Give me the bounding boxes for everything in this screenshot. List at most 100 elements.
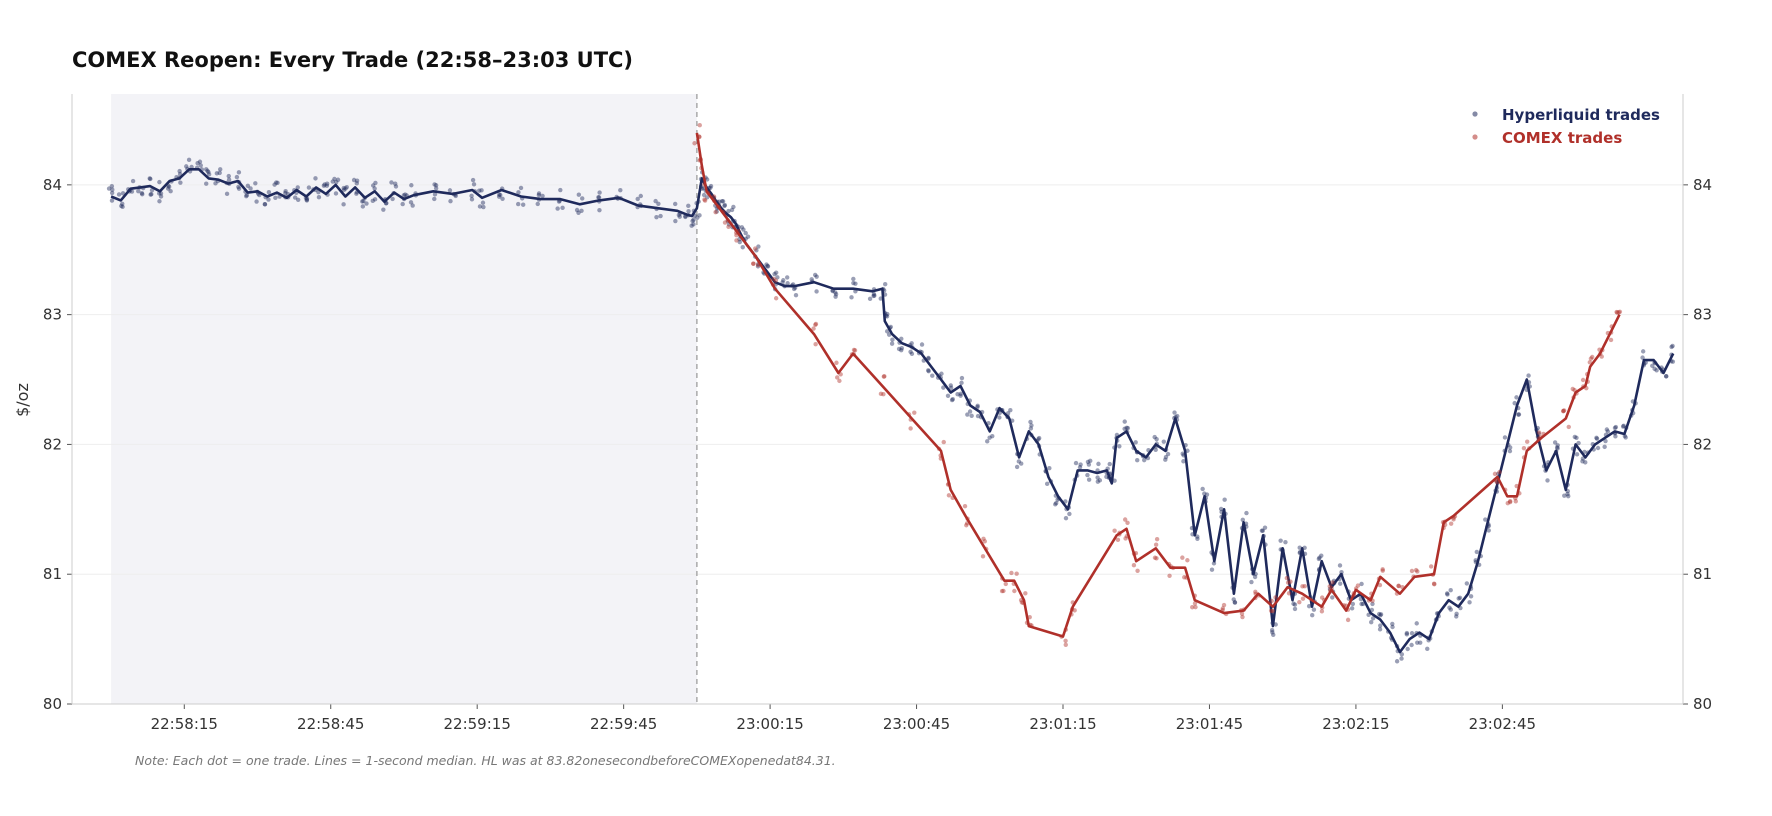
trade-dot [1209,567,1215,572]
trade-dot [147,176,152,181]
trade-dot [618,187,623,193]
trade-dot [1330,595,1335,600]
trade-dot [720,199,726,204]
trade-dot [195,160,200,166]
trade-dot [890,337,895,342]
trade-dot [558,187,563,193]
trade-dot [1516,412,1522,417]
x-tick-label: 23:00:15 [736,715,803,733]
trade-dot [1378,613,1383,618]
trade-dot [1474,549,1480,555]
trade-dot [184,164,189,169]
trade-dot [1448,521,1454,526]
trade-dot [574,207,580,213]
x-tick-label: 22:58:15 [151,715,218,733]
trade-dot [949,397,955,403]
trade-dot [975,413,981,419]
trade-dot [691,222,696,227]
trade-dot [1202,491,1207,496]
trade-dot [198,163,203,168]
trade-dot [909,341,914,346]
trade-dot [354,181,359,186]
trade-dot [1514,395,1519,400]
trade-dot [781,278,786,283]
trade-dot [217,170,222,176]
trade-dot [106,186,112,191]
trade-dot [409,183,414,188]
trade-dot [969,413,974,419]
trade-dot [1444,591,1450,596]
trade-dot [997,415,1002,420]
trade-dot [401,193,407,198]
trade-dot [148,192,153,197]
trade-dot [1063,515,1069,521]
trade-dot [1306,603,1312,609]
trade-dot [295,197,301,202]
trade-dot [186,157,192,163]
trade-dot [834,360,839,365]
trade-dot [1483,517,1488,522]
trade-dot [1028,419,1033,425]
trade-dot [1451,517,1456,522]
trade-dot [1561,408,1566,414]
trade-dot [834,375,840,380]
trade-dot [899,347,904,353]
trade-dot [372,186,377,191]
trade-dot [361,198,366,204]
trade-dot [1604,427,1610,432]
trade-dot [226,173,231,179]
trade-dot [1595,445,1601,451]
trade-dot [580,196,585,201]
trade-dot [498,192,503,198]
trade-dot [881,392,886,397]
trade-dot [1345,617,1351,623]
trade-dot [930,373,935,378]
trade-dot [205,168,210,174]
trade-dot [1378,612,1384,617]
trade-dot [1617,309,1623,314]
trade-dot [955,392,960,397]
trade-dot [447,188,453,193]
trade-dot [745,234,751,239]
trade-dot [708,183,714,189]
trade-dot [1602,444,1607,450]
trade-dot [1165,451,1171,457]
trade-dot [1249,579,1254,585]
trade-dot [254,199,259,204]
trade-dot [967,409,973,414]
trade-dot [1456,596,1461,601]
trade-dot [306,185,312,190]
trade-dot [704,177,710,182]
trade-dot [149,192,154,197]
trade-dot [950,396,955,402]
trade-dot [1218,506,1224,512]
trade-dot [433,183,439,188]
trade-dot [851,280,856,286]
trade-dot [1095,475,1100,480]
trade-dot [1409,642,1414,648]
trade-dot [1521,445,1527,451]
trade-dot [1124,425,1129,431]
trade-dot [480,200,486,205]
trade-dot [765,263,770,269]
trade-dot [408,200,414,205]
y-tick-label-left: 83 [43,306,62,324]
trade-dot [980,554,986,559]
trade-dot [756,244,761,249]
trade-dot [496,194,502,199]
trade-dot [1095,479,1101,484]
trade-dot [1536,430,1542,435]
trade-dot [1269,598,1274,604]
trade-dot [129,189,135,194]
trade-dot [1555,446,1560,451]
trade-dot [1565,491,1570,497]
trade-dot [697,213,702,218]
trade-dot [884,314,890,319]
trade-dot [273,195,278,201]
trade-dot [1413,567,1419,573]
trade-dot [470,177,476,183]
trade-dot [1376,611,1382,617]
trade-dot [1448,587,1453,593]
trade-dot [1327,584,1332,589]
trade-dot [1590,354,1595,360]
